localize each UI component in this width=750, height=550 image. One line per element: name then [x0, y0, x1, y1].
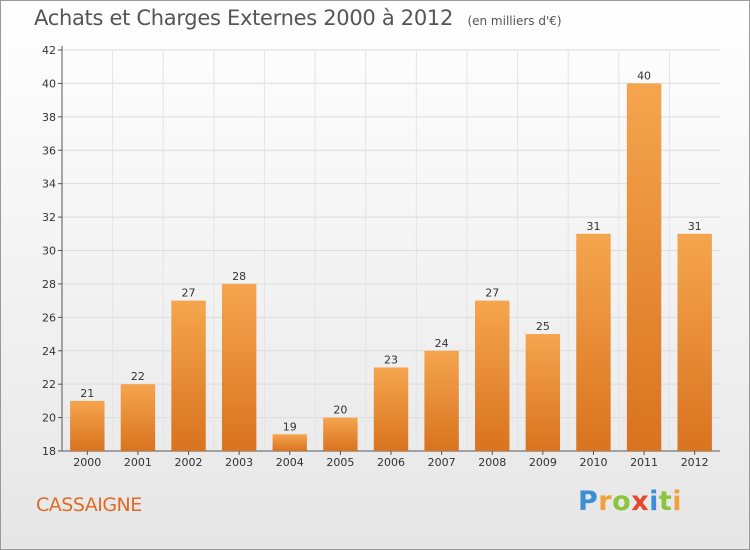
y-tick-label: 42 — [42, 44, 56, 57]
bars — [70, 83, 712, 452]
x-tick-label: 2002 — [175, 456, 203, 469]
y-tick-label: 20 — [42, 412, 56, 425]
bar-value-label: 23 — [384, 353, 398, 366]
y-tick-label: 36 — [42, 144, 56, 157]
x-tick-label: 2011 — [630, 456, 658, 469]
x-tick-label: 2006 — [377, 456, 405, 469]
y-tick-label: 28 — [42, 278, 56, 291]
x-tick-label: 2005 — [326, 456, 354, 469]
bar-2003 — [221, 283, 257, 451]
bar-2006 — [373, 367, 409, 451]
bar-2011 — [626, 83, 662, 452]
y-tick-label: 34 — [42, 178, 56, 191]
bar-value-label: 20 — [333, 404, 347, 417]
x-tick-label: 2003 — [225, 456, 253, 469]
chart-title-text: Achats et Charges Externes 2000 à 2012 — [34, 6, 454, 30]
labels: 18 20 22 24 26 28 30 32 34 36 38 40 42 21 2000 22 2001 27… — [42, 44, 709, 469]
y-tick-label: 22 — [42, 378, 56, 391]
bar-2002 — [171, 300, 206, 451]
y-tick-label: 24 — [42, 345, 56, 358]
bar-value-label: 27 — [485, 287, 499, 300]
bar-value-label: 31 — [586, 220, 600, 233]
x-tick-label: 2001 — [124, 456, 152, 469]
y-tick-label: 18 — [42, 445, 56, 458]
chart-subtitle: (en milliers d'€) — [467, 14, 562, 28]
x-tick-label: 2009 — [529, 456, 557, 469]
bar-2007 — [424, 350, 459, 451]
bar-2004 — [272, 434, 307, 451]
y-tick-label: 30 — [42, 245, 56, 258]
bar-value-label: 22 — [131, 370, 145, 383]
bar-2010 — [576, 233, 611, 451]
bar-value-label: 24 — [435, 337, 449, 350]
x-tick-label: 2008 — [478, 456, 506, 469]
bar-2000 — [70, 400, 105, 451]
bar-value-label: 28 — [232, 270, 246, 283]
bar-value-label: 31 — [688, 220, 702, 233]
bar-value-label: 27 — [182, 287, 196, 300]
y-tick-label: 40 — [42, 77, 56, 90]
bar-value-label: 19 — [283, 420, 297, 433]
bar-value-label: 25 — [536, 320, 550, 333]
bar-2008 — [475, 300, 510, 451]
x-tick-label: 2012 — [681, 456, 709, 469]
x-tick-label: 2004 — [276, 456, 304, 469]
y-tick-label: 32 — [42, 211, 56, 224]
x-tick-label: 2000 — [73, 456, 101, 469]
bar-value-label: 21 — [80, 387, 94, 400]
bar-2001 — [120, 384, 156, 451]
bar-value-label: 40 — [637, 69, 651, 82]
y-tick-label: 38 — [42, 111, 56, 124]
proxiti-logo: Proxiti — [578, 486, 683, 517]
chart-title: Achats et Charges Externes 2000 à 2012 (… — [34, 6, 562, 30]
x-tick-label: 2010 — [579, 456, 607, 469]
bar-2009 — [525, 334, 561, 451]
bar-2005 — [323, 417, 358, 451]
x-tick-label: 2007 — [428, 456, 456, 469]
y-tick-label: 26 — [42, 311, 56, 324]
bar-2012 — [677, 233, 712, 451]
commune-name: CASSAIGNE — [36, 494, 142, 516]
